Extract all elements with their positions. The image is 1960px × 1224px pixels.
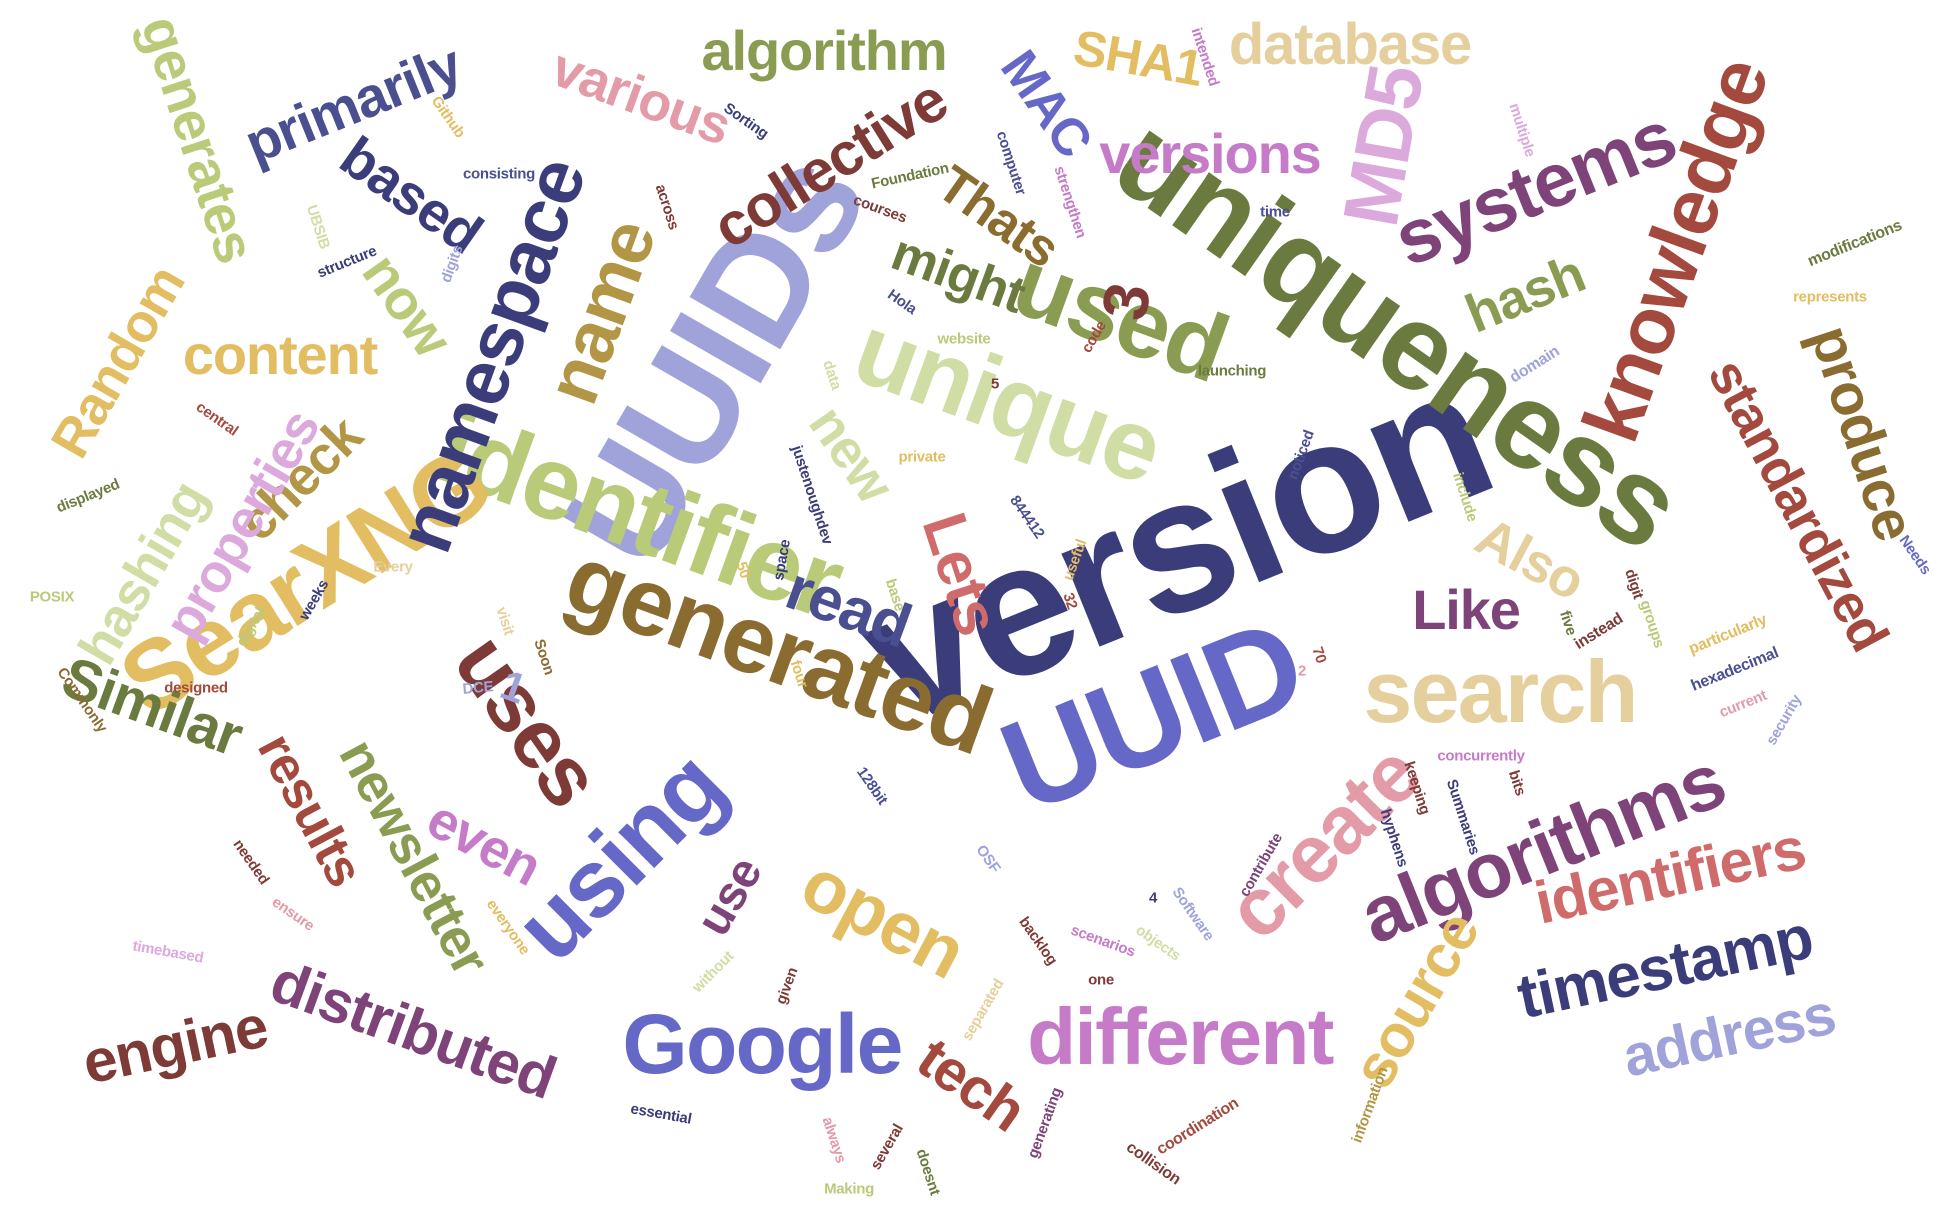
word-google: Google (622, 997, 903, 1091)
word-ensure: ensure (268, 893, 318, 935)
word-5: 5 (990, 375, 1000, 393)
word-digit: digit (1621, 567, 1647, 601)
word-groups: groups (1636, 598, 1668, 650)
word-time: time (1260, 203, 1290, 221)
word-several: several (867, 1121, 907, 1173)
word-algorithm: algorithm (701, 19, 947, 82)
word-scenarios: scenarios (1068, 921, 1138, 961)
word-making: Making (824, 1180, 874, 1198)
word-coordination: coordination (1153, 1094, 1242, 1159)
word-modifications: modifications (1805, 216, 1905, 271)
word-2: 2 (1297, 662, 1307, 680)
word-content: content (182, 323, 378, 386)
word-always: always (818, 1114, 850, 1166)
word-use: use (686, 848, 773, 945)
word-central: central (192, 398, 242, 440)
word-github: Github (427, 93, 469, 141)
word-without: without (688, 947, 738, 997)
word-five: five (1556, 608, 1580, 638)
word-software: Software (1168, 884, 1218, 944)
word-tech: tech (905, 1025, 1037, 1145)
word-private: private (898, 448, 946, 466)
word-engine: engine (76, 992, 273, 1097)
word-bits: bits (1504, 768, 1530, 798)
word-4: 4 (1148, 889, 1158, 907)
word-posix: POSIX (29, 588, 75, 606)
word-separated: separated (958, 976, 1008, 1044)
word-concurrently: concurrently (1437, 747, 1525, 765)
word-backlog: backlog (1015, 913, 1061, 969)
word-uses: uses (436, 617, 620, 823)
word-like: Like (1412, 578, 1521, 641)
word-random: Random (39, 256, 197, 468)
word-every: Every (373, 558, 413, 576)
word-needs: Needs (1895, 532, 1935, 578)
word-database: database (1228, 12, 1472, 77)
word-sha1: SHA1 (1069, 19, 1207, 97)
word-needed: needed (229, 836, 273, 888)
word-search: search (1363, 642, 1638, 741)
word-doesnt: doesnt (912, 1146, 944, 1198)
word-timebased: timebased (131, 937, 205, 967)
word-consisting: consisting (462, 165, 536, 183)
word-dce: DCE (461, 678, 495, 698)
word-70: 70 (1308, 644, 1330, 666)
word-designed: designed (164, 679, 228, 697)
word-ubsib: UBSIB (302, 202, 334, 252)
word-across: across (651, 182, 683, 232)
word-based: based (329, 123, 494, 266)
word-multiple: multiple (1505, 101, 1539, 159)
word-launching: launching (1197, 362, 1267, 380)
word-data: data (819, 358, 845, 392)
word-versions: versions (1099, 122, 1322, 185)
word-objects: objects (1132, 921, 1184, 965)
word-security: security (1762, 691, 1806, 749)
word-osf: OSF (972, 841, 1004, 877)
word-open: open (788, 840, 979, 995)
word-essential: essential (629, 1100, 693, 1128)
word-hash: hash (1457, 243, 1593, 345)
word-current: current (1716, 686, 1770, 722)
word-website: website (937, 330, 991, 348)
word-distributed: distributed (262, 947, 565, 1112)
word-one: one (1088, 971, 1114, 989)
word-displayed: displayed (53, 475, 123, 517)
word-different: different (1027, 992, 1334, 1081)
word-represents: represents (1793, 288, 1867, 306)
word-128bit: 128bit (853, 764, 891, 808)
word-source: source (1339, 900, 1492, 1099)
word-information: information (1348, 1064, 1392, 1146)
